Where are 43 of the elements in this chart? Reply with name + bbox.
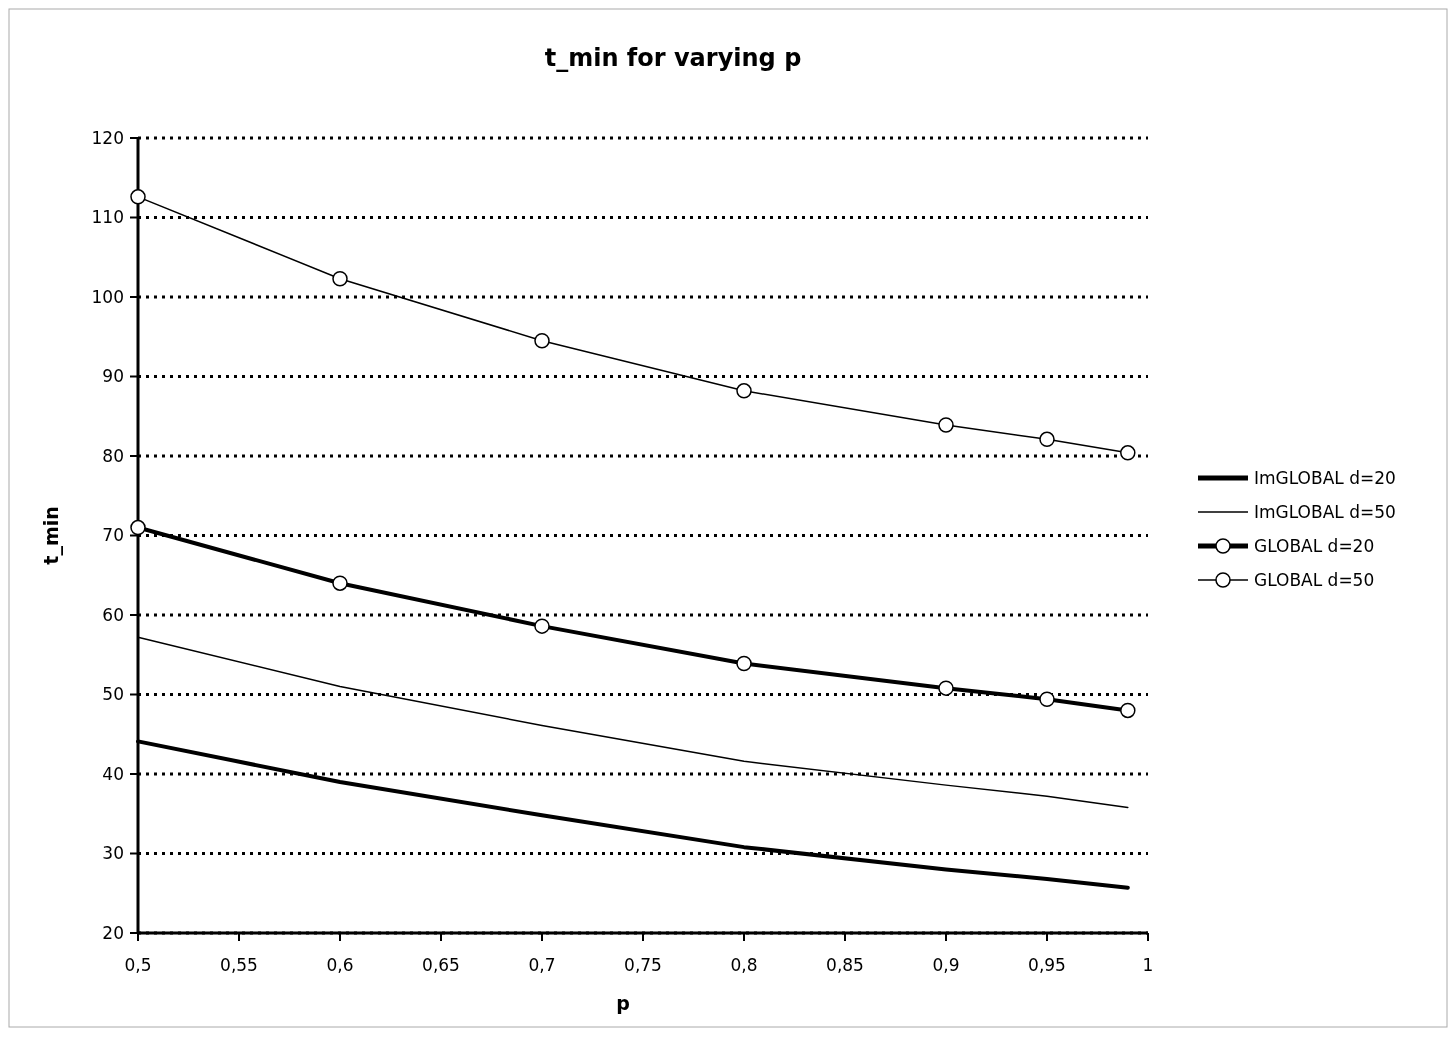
y-tick-label: 30 (102, 843, 124, 864)
x-axis-title: p (616, 992, 630, 1014)
point (1120, 445, 1136, 461)
legend-label: GLOBAL d=50 (1254, 569, 1375, 590)
point (938, 680, 954, 696)
y-tick-label: 70 (102, 525, 124, 546)
legend-label: ImGLOBAL d=20 (1254, 467, 1396, 488)
x-tick-label: 0,5 (124, 955, 152, 975)
point (1039, 431, 1055, 448)
x-tick-label: 0,55 (220, 955, 258, 975)
point (1120, 702, 1136, 719)
x-tick-label: 0,75 (624, 955, 662, 975)
point (130, 189, 146, 205)
y-tick-label: 40 (102, 763, 124, 784)
point (130, 519, 146, 536)
y-tick-label: 60 (102, 604, 124, 625)
point (534, 332, 550, 349)
x-tick-label: 0,6 (326, 955, 354, 975)
y-axis-title: t_min (40, 506, 63, 565)
y-tick-label: 80 (102, 445, 124, 466)
y-tick-label: 100 (91, 286, 124, 307)
point (736, 383, 752, 399)
y-tick-label: 110 (91, 207, 124, 228)
y-tick-label: 50 (102, 684, 124, 705)
y-tick-label: 120 (91, 127, 124, 148)
x-tick-label: 1 (1142, 955, 1154, 975)
chart-title: t_min for varying p (544, 44, 802, 72)
point (736, 655, 752, 672)
x-tick-label: 0,65 (422, 955, 460, 975)
point (332, 575, 348, 591)
point (938, 417, 954, 433)
y-tick-label: 20 (102, 922, 124, 943)
x-tick-label: 0,95 (1028, 955, 1066, 975)
point (1039, 691, 1055, 708)
y-tick-label: 90 (102, 366, 124, 387)
legend-label: GLOBAL d=20 (1254, 535, 1375, 556)
x-tick-label: 0,9 (932, 955, 960, 975)
legend-label: ImGLOBAL d=50 (1254, 501, 1396, 522)
x-tick-label: 0,8 (730, 955, 758, 975)
point (332, 270, 348, 287)
point (534, 618, 550, 634)
x-tick-label: 0,7 (528, 955, 556, 975)
x-tick-label: 0,85 (826, 955, 864, 975)
